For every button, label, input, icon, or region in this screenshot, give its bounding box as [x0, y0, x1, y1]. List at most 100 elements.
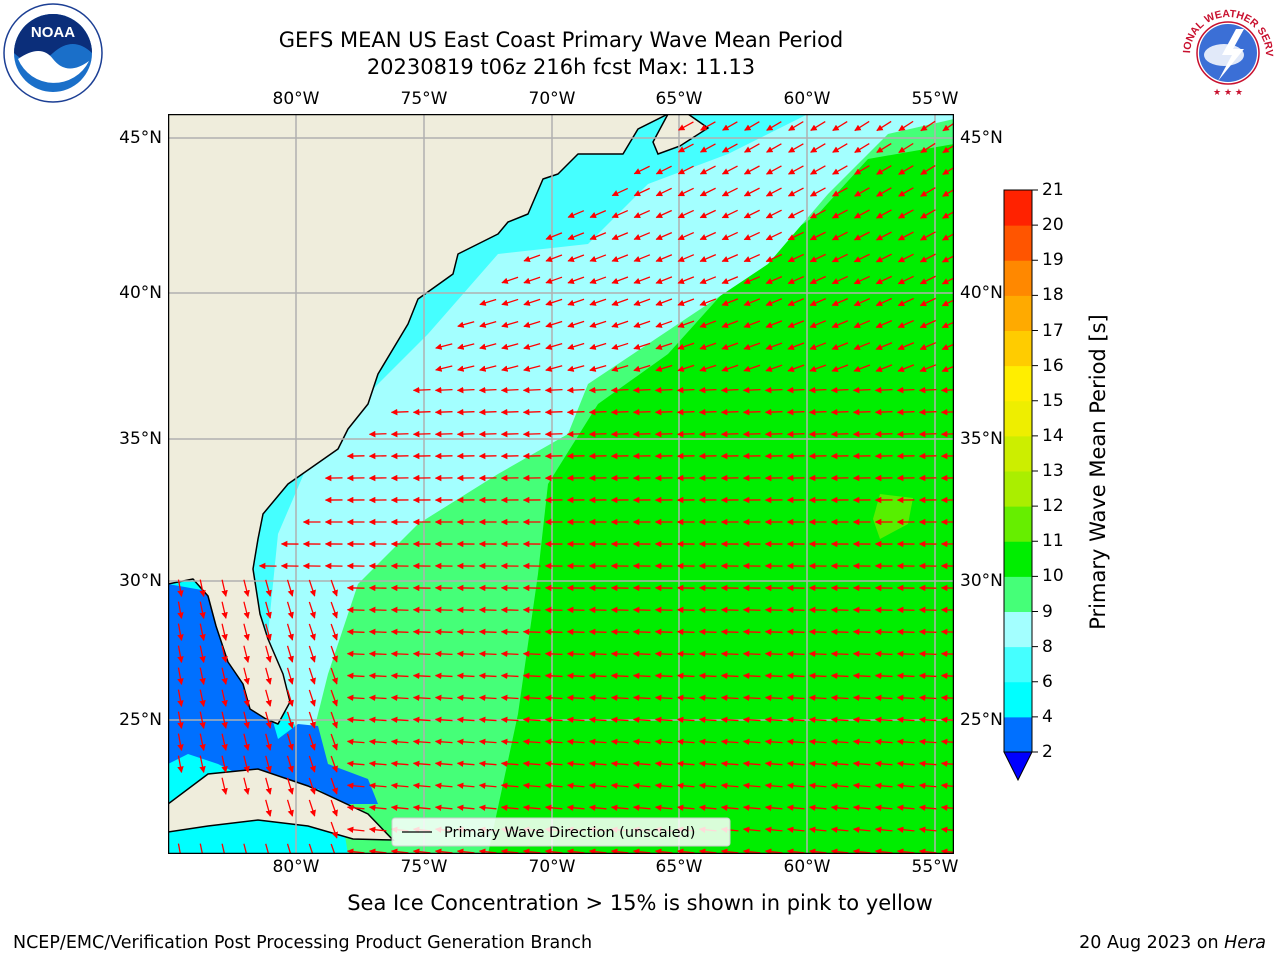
wave-direction-arrow [479, 365, 497, 372]
footer-credit: NCEP/EMC/Verification Post Processing Pr… [13, 933, 593, 953]
wave-direction-arrow [853, 209, 870, 219]
wave-direction-arrow [677, 298, 695, 306]
wave-direction-arrow [566, 628, 585, 636]
wave-direction-arrow [308, 601, 316, 619]
wave-direction-arrow [654, 672, 673, 680]
wave-direction-arrow [720, 672, 739, 680]
wave-direction-arrow [265, 579, 272, 597]
wave-direction-arrow [633, 342, 651, 350]
wave-direction-arrow [308, 799, 316, 817]
wave-direction-arrow [633, 298, 651, 306]
wave-direction-arrow [743, 165, 760, 175]
wave-direction-arrow [677, 364, 695, 372]
wave-direction-arrow [522, 760, 541, 768]
wave-direction-arrow [942, 166, 954, 176]
wave-direction-arrow [243, 667, 250, 685]
wave-direction-arrow [830, 826, 849, 833]
wave-direction-arrow [544, 628, 563, 636]
wave-direction-arrow [831, 253, 848, 263]
wave-direction-arrow [919, 342, 937, 351]
wave-direction-arrow [610, 716, 629, 724]
wave-direction-arrow [588, 672, 607, 680]
wave-direction-arrow [786, 738, 805, 746]
wave-direction-arrow [676, 694, 695, 702]
wave-direction-arrow [853, 275, 870, 285]
wave-direction-arrow [742, 672, 761, 680]
wave-direction-arrow [655, 254, 673, 263]
wave-direction-arrow [808, 716, 827, 724]
wave-direction-arrow [265, 755, 272, 773]
wave-direction-arrow [765, 187, 782, 197]
wave-direction-arrow [330, 843, 338, 854]
wave-direction-arrow [522, 716, 541, 724]
wave-direction-arrow [699, 298, 717, 306]
wave-direction-arrow [243, 755, 250, 773]
wave-direction-arrow [346, 672, 365, 680]
wave-direction-arrow [478, 408, 497, 416]
wave-direction-arrow [918, 386, 937, 394]
wave-direction-arrow [633, 364, 651, 372]
wave-direction-arrow [875, 297, 893, 307]
footer-machine: Hera [1224, 933, 1266, 953]
wave-direction-arrow [655, 187, 672, 197]
wave-direction-arrow [787, 320, 805, 329]
wave-direction-arrow [544, 804, 563, 811]
wave-direction-arrow [918, 738, 937, 746]
wave-direction-arrow [941, 343, 954, 351]
wave-direction-arrow [632, 760, 651, 768]
wave-direction-arrow [368, 606, 387, 614]
colorbar-swatch [1004, 611, 1032, 648]
wave-direction-arrow [677, 143, 694, 153]
wave-direction-arrow [221, 601, 228, 619]
wave-direction-arrow [633, 187, 650, 197]
wave-direction-arrow [940, 606, 954, 614]
colorbar-swatch [1004, 190, 1032, 226]
wave-direction-arrow [632, 782, 651, 790]
wave-direction-arrow [308, 843, 316, 854]
map-frame [168, 114, 954, 854]
wave-direction-arrow [522, 606, 541, 614]
lon-tick-bottom: 75°W [400, 857, 448, 877]
wave-direction-arrow [897, 253, 914, 263]
wave-direction-arrow [808, 804, 827, 811]
wave-direction-arrow [286, 645, 294, 663]
colorbar-tick-label: 10 [1042, 566, 1064, 587]
gridlines [168, 114, 954, 854]
wave-direction-arrow [390, 694, 409, 702]
wave-direction-arrow [942, 122, 954, 132]
wave-direction-arrow [786, 716, 805, 724]
wave-direction-arrow [412, 716, 431, 724]
wave-direction-arrow [808, 738, 827, 746]
wave-direction-arrow [940, 628, 954, 636]
wave-direction-arrow [786, 606, 805, 614]
wave-direction-arrow [721, 143, 738, 153]
wave-direction-arrow [896, 804, 915, 811]
wave-direction-arrow [456, 672, 475, 680]
wave-direction-arrow [676, 408, 695, 416]
wave-direction-arrow [330, 755, 338, 773]
wave-direction-arrow [896, 738, 915, 746]
wave-direction-arrow [633, 165, 650, 175]
wave-direction-arrow [286, 711, 294, 729]
wave-direction-arrow [830, 408, 849, 416]
wave-direction-arrow [243, 579, 250, 597]
wave-direction-arrow [874, 738, 893, 746]
wave-direction-arrow [941, 277, 954, 285]
wave-direction-arrow [566, 716, 585, 724]
wave-direction-arrow [479, 343, 497, 350]
wave-direction-arrow [199, 689, 206, 707]
wave-direction-arrow [199, 667, 206, 685]
wave-direction-arrow [742, 826, 761, 833]
wave-direction-arrow [832, 143, 848, 153]
wave-direction-arrow [853, 231, 870, 241]
colorbar-swatch [1004, 365, 1032, 402]
wave-direction-arrow [830, 650, 849, 658]
wave-direction-arrow [368, 782, 387, 790]
wave-direction-arrow [589, 342, 607, 350]
wave-direction-arrow [501, 365, 519, 372]
wave-direction-arrow [720, 386, 739, 394]
wave-direction-arrow [330, 799, 338, 817]
wave-direction-arrow [940, 694, 954, 702]
wave-direction-arrow [566, 804, 585, 811]
wave-direction-arrow [611, 187, 628, 197]
